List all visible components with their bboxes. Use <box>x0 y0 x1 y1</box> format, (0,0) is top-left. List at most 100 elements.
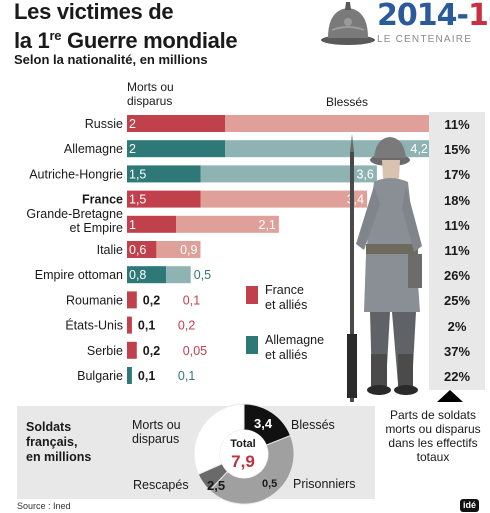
soldier-illustration <box>347 134 422 402</box>
panel-title-line1: Soldats <box>26 420 72 434</box>
category-label: Allemagne <box>64 142 123 156</box>
year-start: 2014 <box>377 0 457 33</box>
column-header-morts: Morts ou disparus <box>127 80 174 108</box>
value-label-blesses: 4,2 <box>410 142 427 156</box>
bar-morts <box>127 215 176 233</box>
donut-value-morts: 1,5 <box>198 428 217 443</box>
category-label: Roumanie <box>66 293 123 307</box>
value-label-blesses: 0,05 <box>183 344 207 358</box>
category-label: et Empire <box>70 221 124 235</box>
donut-value-blesses: 3,4 <box>254 416 273 431</box>
category-label: États-Unis <box>65 318 123 333</box>
donut-total-value: 7,9 <box>231 452 255 471</box>
legend-germany: Allemagne et alliés <box>265 333 324 363</box>
french-soldiers-donut <box>193 403 295 505</box>
category-label: France <box>82 193 123 207</box>
bar-morts <box>127 341 137 359</box>
bar-blesses <box>156 241 201 258</box>
percent-column: 11% 15% 17% 18% 11% 11% 26% 25% 2% 37% 22% <box>429 112 485 390</box>
bar-morts <box>127 291 137 309</box>
value-label-blesses: 0,9 <box>180 243 197 257</box>
legend-swatch-germany <box>246 336 258 354</box>
value-label-morts: 2 <box>129 117 136 131</box>
bar-blesses <box>176 215 279 233</box>
category-label: Bulgarie <box>77 369 123 383</box>
category-label: Empire ottoman <box>35 268 123 282</box>
donut-label-morts-line1: Morts ou <box>132 418 181 432</box>
legend-france: France et alliés <box>265 283 307 313</box>
donut-center <box>220 430 268 478</box>
bar-blesses <box>200 165 377 183</box>
percent-value: 11% <box>444 117 470 132</box>
donut-label-rescapes: Rescapés <box>133 478 189 492</box>
percent-note: Parts de soldats morts ou disparus dans … <box>385 408 481 464</box>
bar-morts <box>127 190 201 208</box>
value-label-blesses: 0,1 <box>178 369 195 383</box>
percent-value: 15% <box>443 142 471 158</box>
title-line-2: la 1re Guerre mondiale <box>14 24 238 53</box>
legend-germany-line1: Allemagne <box>265 333 325 347</box>
donut-total-label: Total <box>230 438 256 450</box>
bar-blesses <box>225 115 430 132</box>
up-arrow-icon <box>437 390 463 402</box>
value-label-morts: 0,1 <box>138 319 155 333</box>
category-label: Italie <box>97 243 123 257</box>
donut-label-morts-line2: disparus <box>132 432 180 446</box>
legend-france-line1: France <box>265 283 304 297</box>
panel-title-line3: en millions <box>26 450 92 464</box>
title-line-1: Les victimes de <box>14 0 174 24</box>
legend-swatch-france <box>246 286 258 304</box>
brand-logo: idé <box>460 499 479 512</box>
value-label-morts: 1 <box>129 218 136 232</box>
category-label: Grande-Bretagne <box>26 207 123 221</box>
bar-morts <box>127 241 157 258</box>
percent-value: 26% <box>443 268 471 284</box>
percent-value: 18% <box>443 192 471 208</box>
title-line-2-end: Guerre mondiale <box>61 28 238 53</box>
bar-morts <box>127 115 225 132</box>
value-label-morts: 2 <box>129 142 136 156</box>
value-label-morts: 0,6 <box>129 243 146 257</box>
donut-value-rescapes: 2,5 <box>207 478 226 493</box>
value-label-morts: 0,2 <box>143 293 160 307</box>
source-note: Source : Ined <box>17 501 71 511</box>
value-label-blesses: 3,6 <box>357 167 374 181</box>
value-label-morts: 0,2 <box>143 344 160 358</box>
bar-morts <box>127 140 225 158</box>
value-label-morts: 0,8 <box>129 268 146 282</box>
category-label: Autriche-Hongrie <box>29 167 123 181</box>
value-label-blesses: 0,2 <box>178 319 195 333</box>
legend-france-line2: et alliés <box>265 298 308 312</box>
value-label-blesses: 0,5 <box>194 268 211 282</box>
year-end: 18 <box>467 0 490 33</box>
percent-value: 37% <box>443 343 471 359</box>
percent-value: 17% <box>443 167 471 183</box>
value-label-blesses: 0,1 <box>183 293 200 307</box>
percent-value: 25% <box>443 293 471 309</box>
column-header-blesses: Blessés <box>326 95 369 109</box>
bar-morts <box>127 316 132 334</box>
percent-value: 2% <box>447 318 467 334</box>
panel-title: Soldats français, en millions <box>26 420 91 465</box>
donut-label-prisonniers: Prisonniers <box>293 477 356 491</box>
chart-title: Les victimes de la 1re Guerre mondiale <box>14 0 238 53</box>
donut-label-blesses: Blessés <box>291 418 335 432</box>
value-label-morts: 0,1 <box>138 369 155 383</box>
year-dash: - <box>456 0 469 33</box>
helmet-icon <box>321 2 375 45</box>
value-label-blesses: 2,1 <box>259 218 276 232</box>
centenaire-label: LE CENTENAIRE <box>377 34 473 45</box>
donut-value-prisonniers: 0,5 <box>262 478 278 490</box>
value-label-morts: 1,5 <box>129 193 146 207</box>
bar-morts <box>127 367 132 384</box>
bar-blesses <box>166 266 191 284</box>
percent-value: 22% <box>443 369 471 384</box>
category-label: Russie <box>85 117 123 131</box>
bar-blesses <box>200 190 368 208</box>
value-label-morts: 1,5 <box>129 167 146 181</box>
donut-label-morts: Morts ou disparus <box>132 418 181 446</box>
category-label: Serbie <box>87 344 123 358</box>
panel-title-line2: français, <box>26 435 78 449</box>
percent-value: 11% <box>444 243 470 258</box>
title-line-2-start: la 1 <box>14 28 50 53</box>
